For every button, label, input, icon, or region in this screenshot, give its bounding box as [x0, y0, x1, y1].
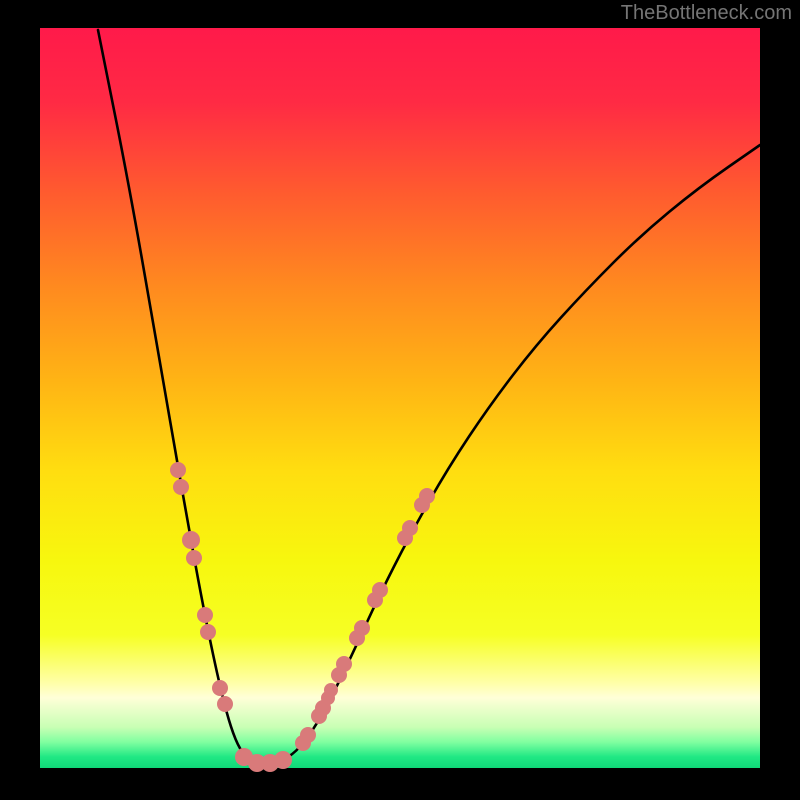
- highlight-dot: [212, 680, 228, 696]
- plot-background: [40, 28, 760, 768]
- highlight-dot: [186, 550, 202, 566]
- highlight-dot: [200, 624, 216, 640]
- highlight-dot: [324, 683, 338, 697]
- highlight-dot: [274, 751, 292, 769]
- highlight-dot: [173, 479, 189, 495]
- highlight-dot: [197, 607, 213, 623]
- chart-stage: TheBottleneck.com: [0, 0, 800, 800]
- watermark-text: TheBottleneck.com: [621, 2, 792, 25]
- highlight-dot: [419, 488, 435, 504]
- highlight-dot: [217, 696, 233, 712]
- highlight-dot: [402, 520, 418, 536]
- highlight-dot: [170, 462, 186, 478]
- highlight-dot: [182, 531, 200, 549]
- bottleneck-chart: [0, 0, 800, 800]
- highlight-dot: [354, 620, 370, 636]
- highlight-dot: [300, 727, 316, 743]
- highlight-dot: [336, 656, 352, 672]
- highlight-dot: [372, 582, 388, 598]
